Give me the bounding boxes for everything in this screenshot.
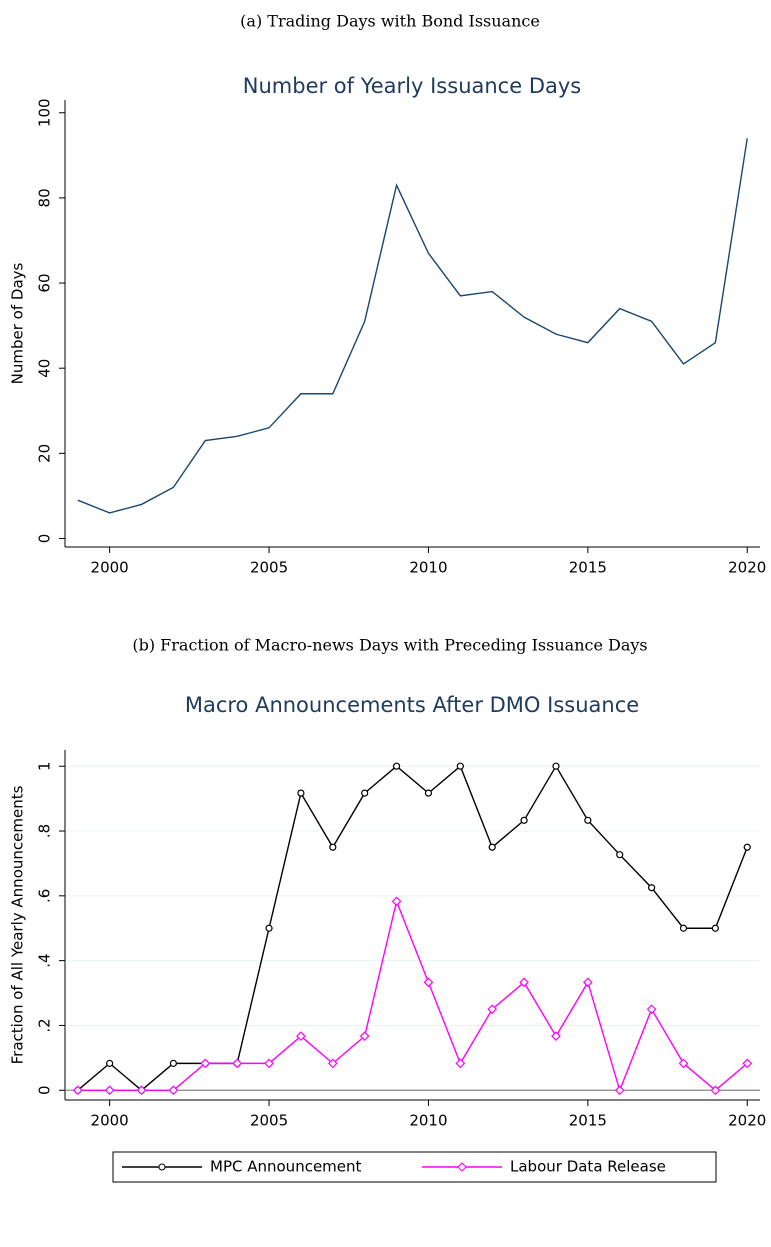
y-tick-label: .4 (36, 953, 54, 967)
marker (72, 1085, 83, 1096)
marker (678, 1058, 689, 1069)
x-tick-label: 2005 (250, 1112, 288, 1130)
marker (456, 762, 464, 770)
y-tick-label: 100 (36, 98, 54, 127)
marker (169, 1059, 177, 1067)
marker (296, 1031, 306, 1042)
marker (455, 1058, 466, 1069)
marker (488, 843, 496, 851)
marker (361, 789, 369, 797)
chart-title: Number of Yearly Issuance Days (243, 74, 581, 98)
y-tick-label: 1 (36, 761, 54, 771)
marker (264, 1058, 274, 1069)
y-tick-label: 40 (36, 359, 54, 378)
marker (136, 1085, 147, 1096)
series-line (77, 899, 748, 1093)
y-tick-label: 0 (36, 1086, 54, 1096)
y-tick-label: .8 (36, 824, 54, 838)
x-tick-label: 2015 (569, 1112, 607, 1130)
y-axis-label: Fraction of All Yearly Announcements (9, 785, 27, 1064)
caption: (a) Trading Days with Bond Issuance (240, 12, 540, 31)
marker (582, 977, 593, 988)
series-line (77, 138, 748, 514)
marker (265, 924, 273, 932)
chart-title: Macro Announcements After DMO Issuance (185, 693, 639, 717)
marker (614, 1085, 625, 1096)
marker (297, 789, 305, 797)
y-axis-label: Number of Days (9, 262, 27, 384)
x-tick-label: 2000 (91, 559, 129, 577)
x-tick-label: 2020 (728, 1112, 766, 1130)
marker (743, 843, 751, 851)
marker (232, 1058, 243, 1069)
legend-box (112, 1151, 717, 1183)
y-tick-label: 80 (36, 188, 54, 207)
legend-marker (457, 1162, 467, 1172)
y-tick-label: 20 (36, 444, 54, 463)
marker (551, 1031, 561, 1042)
x-tick-label: 2005 (250, 559, 288, 577)
marker (742, 1058, 753, 1069)
marker (200, 1058, 211, 1069)
marker (424, 789, 433, 797)
x-tick-label: 2020 (728, 559, 766, 577)
marker (392, 762, 401, 770)
marker (359, 1031, 370, 1042)
legend-label: MPC Announcement (210, 1158, 362, 1176)
y-tick-label: .6 (36, 889, 54, 903)
marker (552, 762, 560, 770)
marker (616, 851, 624, 859)
marker (104, 1085, 115, 1096)
marker (391, 896, 402, 907)
y-tick-label: .2 (36, 1018, 54, 1032)
y-tick-label: 60 (36, 274, 54, 293)
marker (711, 924, 719, 932)
series-line (77, 764, 748, 1092)
marker (327, 1058, 338, 1069)
marker (487, 1004, 498, 1015)
x-tick-label: 2010 (409, 559, 447, 577)
legend-label: Labour Data Release (510, 1158, 666, 1176)
marker (710, 1085, 721, 1096)
marker (423, 977, 434, 988)
x-tick-label: 2015 (569, 559, 607, 577)
x-tick-label: 2000 (91, 1112, 129, 1130)
marker (168, 1085, 179, 1096)
marker (648, 884, 656, 892)
marker (584, 816, 592, 824)
marker (646, 1004, 657, 1015)
legend-marker (158, 1163, 166, 1171)
marker (679, 924, 688, 932)
marker (520, 816, 528, 824)
marker (329, 843, 337, 851)
x-tick-label: 2010 (409, 1112, 447, 1130)
caption: (b) Fraction of Macro-news Days with Pre… (132, 636, 647, 655)
marker (519, 977, 529, 988)
marker (106, 1059, 114, 1067)
y-tick-label: 0 (36, 534, 54, 544)
